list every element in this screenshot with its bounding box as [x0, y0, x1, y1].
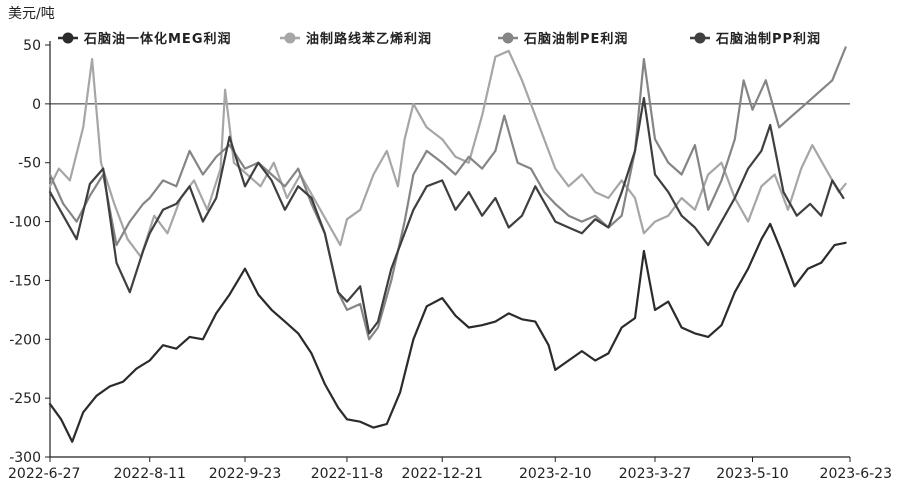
legend-marker [62, 32, 74, 44]
series-line-2 [48, 49, 847, 258]
y-tick-label: -50 [18, 156, 41, 172]
legend-marker [502, 32, 514, 44]
x-tick-label: 2022-6-27 [8, 466, 80, 482]
y-axis-ticks: 50 0 -50 -100 -150 -200 -250 -300 [9, 38, 50, 466]
y-tick-label: -300 [9, 450, 41, 466]
legend-label: 石脑油制PE利润 [523, 31, 628, 47]
x-axis-ticks: 2022-6-27 2022-8-11 2022-9-23 2022-11-8 2022… [8, 457, 892, 482]
y-tick-label: -200 [9, 332, 41, 348]
y-tick-label: -150 [9, 273, 41, 289]
legend-item: 油制路线苯乙烯利润 [280, 31, 432, 47]
legend-label: 油制路线苯乙烯利润 [306, 31, 432, 47]
series-lines [48, 46, 847, 443]
legend-label: 石脑油制PP利润 [715, 31, 821, 47]
series-line-1 [48, 222, 847, 443]
x-tick-label: 2023-2-10 [519, 466, 591, 482]
legend-item: 石脑油制PE利润 [498, 31, 628, 47]
legend-item: 石脑油制PP利润 [690, 31, 821, 47]
x-tick-label: 2022-8-11 [113, 466, 185, 482]
legend-label: 石脑油一体化MEG利润 [83, 31, 232, 47]
x-tick-label: 2022-11-8 [311, 466, 383, 482]
y-axis-unit-label: 美元/吨 [8, 6, 55, 22]
legend: 石脑油一体化MEG利润 油制路线苯乙烯利润 石脑油制PE利润 石脑油制PP利润 [58, 31, 821, 47]
x-tick-label: 2023-3-27 [619, 466, 691, 482]
axes [49, 41, 850, 458]
y-tick-label: -100 [9, 215, 41, 231]
x-tick-label: 2023-5-10 [716, 466, 788, 482]
legend-marker [284, 32, 296, 44]
y-tick-label: 0 [32, 97, 41, 113]
y-tick-label: 50 [23, 38, 41, 54]
legend-marker [694, 32, 706, 44]
x-tick-label: 2023-6-23 [820, 466, 892, 482]
y-tick-label: -250 [9, 391, 41, 407]
x-tick-label: 2022-12-21 [402, 466, 483, 482]
legend-item: 石脑油一体化MEG利润 [58, 31, 232, 47]
x-tick-label: 2022-9-23 [209, 466, 281, 482]
series-line-3 [48, 46, 847, 341]
series-line-4 [48, 96, 845, 335]
